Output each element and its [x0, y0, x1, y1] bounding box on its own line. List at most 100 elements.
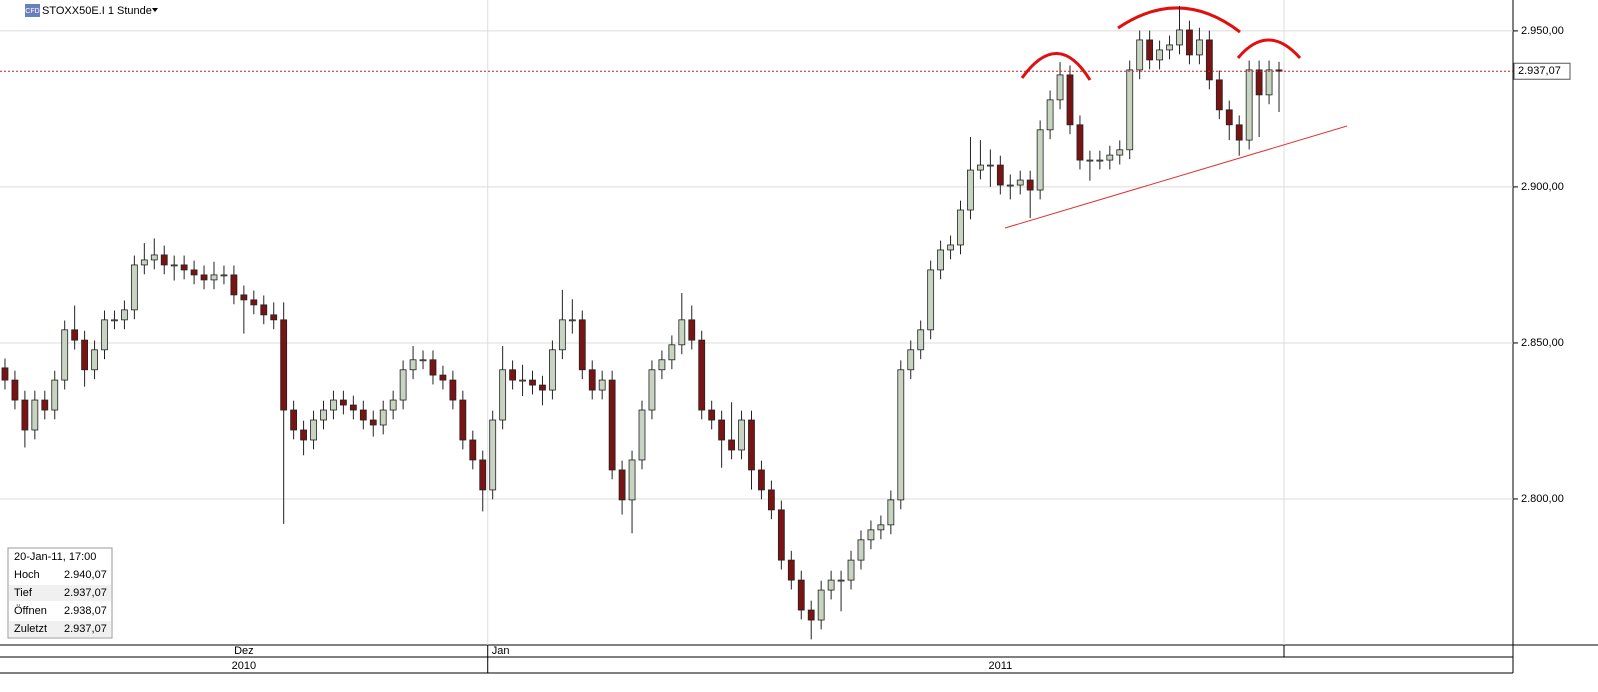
candle-body [648, 369, 656, 411]
candle-body [1126, 69, 1134, 151]
trend-line [1004, 125, 1348, 229]
candle-body [1265, 69, 1273, 96]
candle-body [290, 409, 298, 431]
info-key: Hoch [14, 569, 40, 581]
candle-body [539, 384, 546, 391]
candle-body [160, 254, 168, 266]
candle-body [1176, 29, 1183, 46]
candle-body [270, 314, 278, 321]
candle-body [1186, 29, 1193, 56]
candle-body [170, 264, 178, 267]
candle-body [409, 359, 417, 371]
candle-body [121, 309, 128, 321]
month-label: Jan [492, 645, 510, 657]
candle-body [738, 419, 745, 451]
candle-body [320, 409, 327, 421]
info-row-bg [9, 621, 111, 637]
candle-body [419, 359, 427, 362]
candle-body [927, 269, 935, 331]
candle-body [1006, 184, 1014, 187]
candle-body [578, 319, 586, 371]
candle-body [917, 329, 925, 351]
candle-body [21, 399, 29, 431]
candle-body [310, 419, 317, 441]
candle-body [1106, 154, 1114, 161]
candle-body [797, 579, 805, 611]
candle-body [986, 164, 994, 167]
candle-body [608, 379, 616, 471]
candle-body [240, 294, 248, 301]
candle-body [967, 169, 974, 211]
candle-body [459, 399, 467, 441]
candle-body [977, 164, 984, 171]
candle-body [678, 319, 686, 346]
y-tick-label: 2.950,00 [1521, 25, 1564, 37]
candle-body [758, 469, 765, 491]
candle-body [549, 349, 556, 391]
info-value: 2.940,07 [64, 569, 107, 581]
candle-body [1076, 124, 1084, 161]
candle-body [140, 259, 148, 266]
candle-body [1046, 99, 1054, 131]
candle-body [837, 579, 845, 582]
candle-body [1205, 39, 1213, 81]
y-tick-label: 2.800,00 [1521, 493, 1564, 505]
chart-title[interactable]: STOXX50E.I 1 Stunde [42, 5, 152, 17]
candle-body [389, 399, 397, 411]
candle-body [200, 274, 208, 281]
candle-body [1116, 149, 1124, 156]
candle-body [807, 609, 815, 621]
title-dropdown[interactable] [152, 8, 158, 12]
badge-box [25, 4, 40, 17]
candle-body [867, 529, 875, 541]
candle-body [1146, 39, 1154, 61]
candle-body [688, 319, 696, 341]
y-tick-label: 2.900,00 [1521, 181, 1564, 193]
candle-body [588, 369, 596, 391]
info-date: 20-Jan-11, 17:00 [14, 551, 96, 563]
candle-body [1275, 69, 1283, 72]
candle-body [827, 579, 835, 591]
candle-body [1245, 69, 1253, 141]
last-price-label: 2.937,07 [1518, 65, 1561, 77]
candle-body [668, 344, 676, 361]
candle-body [1026, 179, 1034, 191]
candle-body [568, 319, 576, 322]
candle-body [1156, 49, 1163, 61]
candle-body [379, 409, 387, 426]
info-row-bg [9, 585, 111, 601]
candle-body [499, 369, 507, 421]
candle-body [31, 399, 39, 431]
candle-body [996, 164, 1004, 186]
candle-body [1166, 44, 1173, 51]
year-label: 2010 [232, 660, 256, 672]
shoulder-arc [1020, 52, 1092, 81]
candle-body [1195, 39, 1203, 56]
candle-body [439, 374, 447, 381]
y-tick-label: 2.850,00 [1521, 337, 1564, 349]
candle-body [111, 319, 118, 322]
info-key: Zuletzt [14, 623, 47, 635]
candle-body [260, 304, 268, 316]
candle-body [1215, 79, 1223, 111]
month-label: Dez [234, 645, 254, 657]
candle-body [598, 379, 606, 391]
candle-body [369, 419, 377, 426]
info-key: Tief [14, 587, 33, 599]
info-key: Öffnen [14, 605, 47, 617]
shoulder-arc [1236, 38, 1302, 59]
candle-body [230, 274, 238, 296]
candle-body [1036, 129, 1044, 191]
candle-body [101, 319, 108, 351]
candle-body [1016, 179, 1024, 186]
candle-body [529, 379, 536, 386]
candle-body [150, 254, 158, 261]
candle-body [907, 349, 915, 371]
candle-body [330, 399, 337, 411]
candle-body [728, 439, 735, 451]
candle-body [1096, 159, 1104, 162]
candle-body [708, 409, 716, 421]
